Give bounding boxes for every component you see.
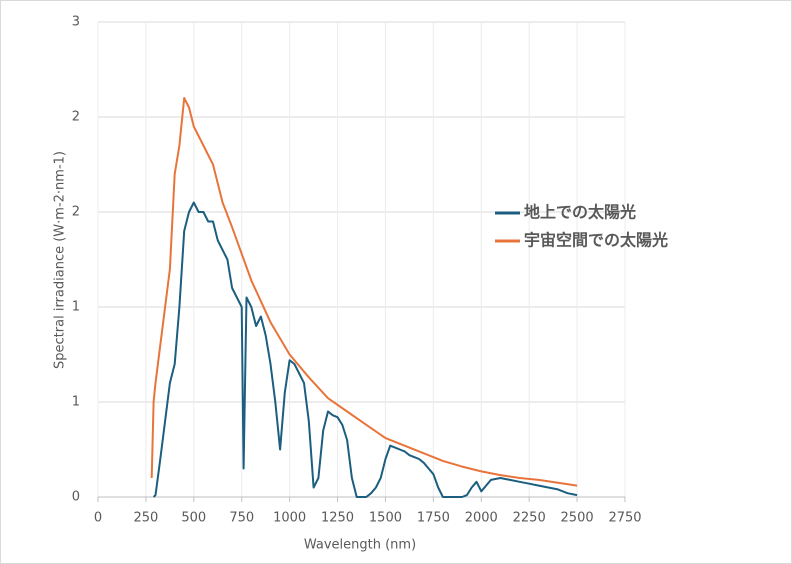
series-line — [150, 97, 578, 487]
legend-text: 地上での太陽光 — [524, 203, 636, 222]
y-tick-label: 2 — [72, 110, 80, 125]
y-tick-label: 1 — [72, 395, 80, 410]
y-tick-label: 2 — [72, 205, 80, 220]
x-tick-label: 2750 — [608, 511, 641, 526]
x-tick-label: 0 — [94, 511, 102, 526]
x-tick-label: 1000 — [273, 511, 306, 526]
x-tick-label: 1250 — [321, 511, 354, 526]
x-tick-label: 1500 — [369, 511, 402, 526]
y-tick-label: 3 — [72, 15, 80, 30]
x-tick-label: 250 — [133, 511, 158, 526]
x-axis-label: Wavelength (nm) — [304, 538, 416, 553]
y-tick-label: 1 — [72, 300, 80, 315]
x-tick-label: 2250 — [513, 511, 546, 526]
y-axis-label: Spectral irradiance (W·m-2·nm-1) — [53, 151, 68, 369]
x-tick-label: 2500 — [561, 511, 594, 526]
y-tick-label: 0 — [72, 490, 80, 505]
x-tick-label: 1750 — [417, 511, 450, 526]
x-tick-label: 500 — [181, 511, 206, 526]
x-tick-label: 2000 — [465, 511, 498, 526]
x-tick-label: 750 — [229, 511, 254, 526]
series-line — [152, 201, 578, 498]
legend-text: 宇宙空間での太陽光 — [524, 231, 668, 250]
